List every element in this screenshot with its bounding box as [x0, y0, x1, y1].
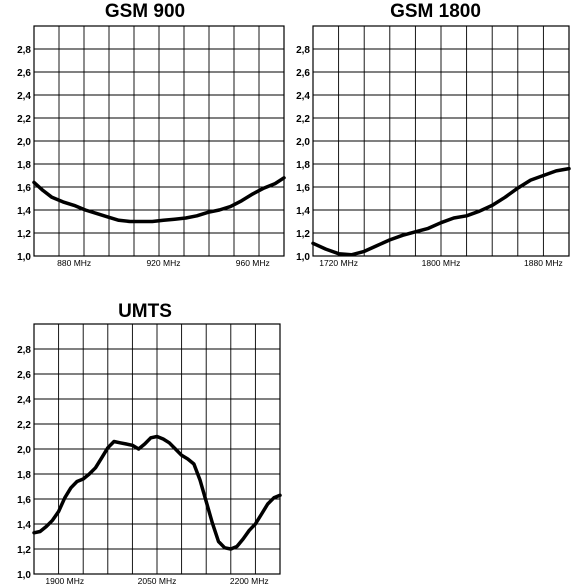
y-tick-label: 2,8 [17, 45, 31, 56]
series-line [311, 166, 571, 257]
y-tick-label: 1,6 [17, 183, 31, 194]
x-tick-label: 2050 MHz [138, 576, 177, 585]
y-tick-label: 1,4 [296, 206, 310, 217]
plot-frame [312, 25, 570, 257]
y-tick-label: 2,6 [296, 68, 310, 79]
x-tick-label: 960 MHz [236, 258, 270, 268]
y-tick-label: 1,0 [296, 252, 310, 263]
y-tick-label: 2,8 [296, 45, 310, 56]
y-tick-label: 1,6 [296, 183, 310, 194]
y-tick-label: 2,6 [17, 370, 31, 381]
y-tick-label: 1,2 [296, 229, 310, 240]
chart-gsm-900: GSM 900 1,0 1,2 1,4 1,6 1,8 2,0 2,2 2,4 2,6 2,8 88… [0, 0, 290, 270]
y-tick-label: 1,0 [17, 570, 31, 581]
y-tick-label: 2,0 [296, 137, 310, 148]
x-tick-label: 1720 MHz [319, 258, 358, 268]
y-tick-label: 2,2 [17, 114, 31, 125]
y-tick-label: 2,4 [17, 91, 31, 102]
y-tick-label: 2,0 [17, 445, 31, 456]
y-tick-label: 2,2 [17, 420, 31, 431]
chart-umts: UMTS 1,0 1,2 1,4 1,6 1,8 2,0 2,2 2,4 2,6 2,8 1900 … [0, 300, 290, 585]
chart-plot-gsm-900: 1,0 1,2 1,4 1,6 1,8 2,0 2,2 2,4 2,6 2,8 880 MHz 920… [17, 25, 286, 268]
chart-title: UMTS [118, 301, 172, 322]
x-tick-label: 1800 MHz [422, 258, 461, 268]
y-tick-label: 1,2 [17, 545, 31, 556]
x-tick-label: 1900 MHz [45, 576, 84, 585]
chart-plot-gsm-1800: 1,0 1,2 1,4 1,6 1,8 2,0 2,2 2,4 2,6 2,8 1720 MHz 18… [296, 25, 571, 268]
y-tick-label: 1,0 [17, 252, 31, 263]
y-tick-label: 1,4 [17, 520, 31, 531]
chart-title: GSM 900 [104, 1, 186, 22]
x-tick-label: 880 MHz [57, 258, 91, 268]
y-tick-label: 2,6 [17, 68, 31, 79]
plot-frame [33, 323, 281, 575]
y-tick-label: 2,8 [17, 345, 31, 356]
y-tick-label: 1,8 [17, 470, 31, 481]
chart-plot-umts: 1,0 1,2 1,4 1,6 1,8 2,0 2,2 2,4 2,6 2,8 1900 MHz 20… [17, 323, 282, 585]
x-tick-label: 1880 MHz [524, 258, 563, 268]
y-tick-label: 2,2 [296, 114, 310, 125]
y-tick-label: 2,4 [17, 395, 31, 406]
y-tick-label: 2,0 [17, 137, 31, 148]
y-tick-label: 2,4 [296, 91, 310, 102]
y-tick-label: 1,6 [17, 495, 31, 506]
y-tick-label: 1,4 [17, 206, 31, 217]
chart-gsm-1800: GSM 1800 1,0 1,2 1,4 1,6 1,8 2,0 2,2 2,4 2,6 2,8 1… [290, 0, 581, 270]
y-tick-label: 1,8 [296, 160, 310, 171]
series-line [32, 434, 282, 551]
y-tick-label: 1,8 [17, 160, 31, 171]
plot-frame [33, 25, 285, 257]
x-tick-label: 2200 MHz [230, 576, 269, 585]
chart-title: GSM 1800 [390, 1, 481, 22]
y-tick-label: 1,2 [17, 229, 31, 240]
x-tick-label: 920 MHz [146, 258, 180, 268]
series-line [32, 176, 286, 224]
